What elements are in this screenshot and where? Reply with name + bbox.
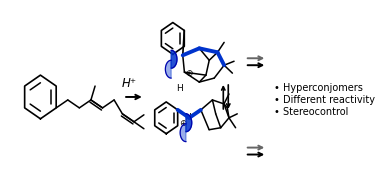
Polygon shape [186, 114, 192, 132]
Text: ⊕: ⊕ [186, 69, 193, 78]
Text: • Stereocontrol: • Stereocontrol [274, 107, 348, 117]
Text: • Different reactivity: • Different reactivity [274, 95, 375, 105]
Text: H: H [184, 113, 191, 122]
Text: ⊕: ⊕ [179, 119, 186, 128]
Text: H: H [176, 84, 183, 93]
Text: H⁺: H⁺ [121, 77, 136, 90]
Polygon shape [166, 60, 171, 78]
Polygon shape [171, 50, 177, 68]
Polygon shape [180, 124, 186, 142]
Text: • Hyperconjomers: • Hyperconjomers [274, 83, 363, 93]
